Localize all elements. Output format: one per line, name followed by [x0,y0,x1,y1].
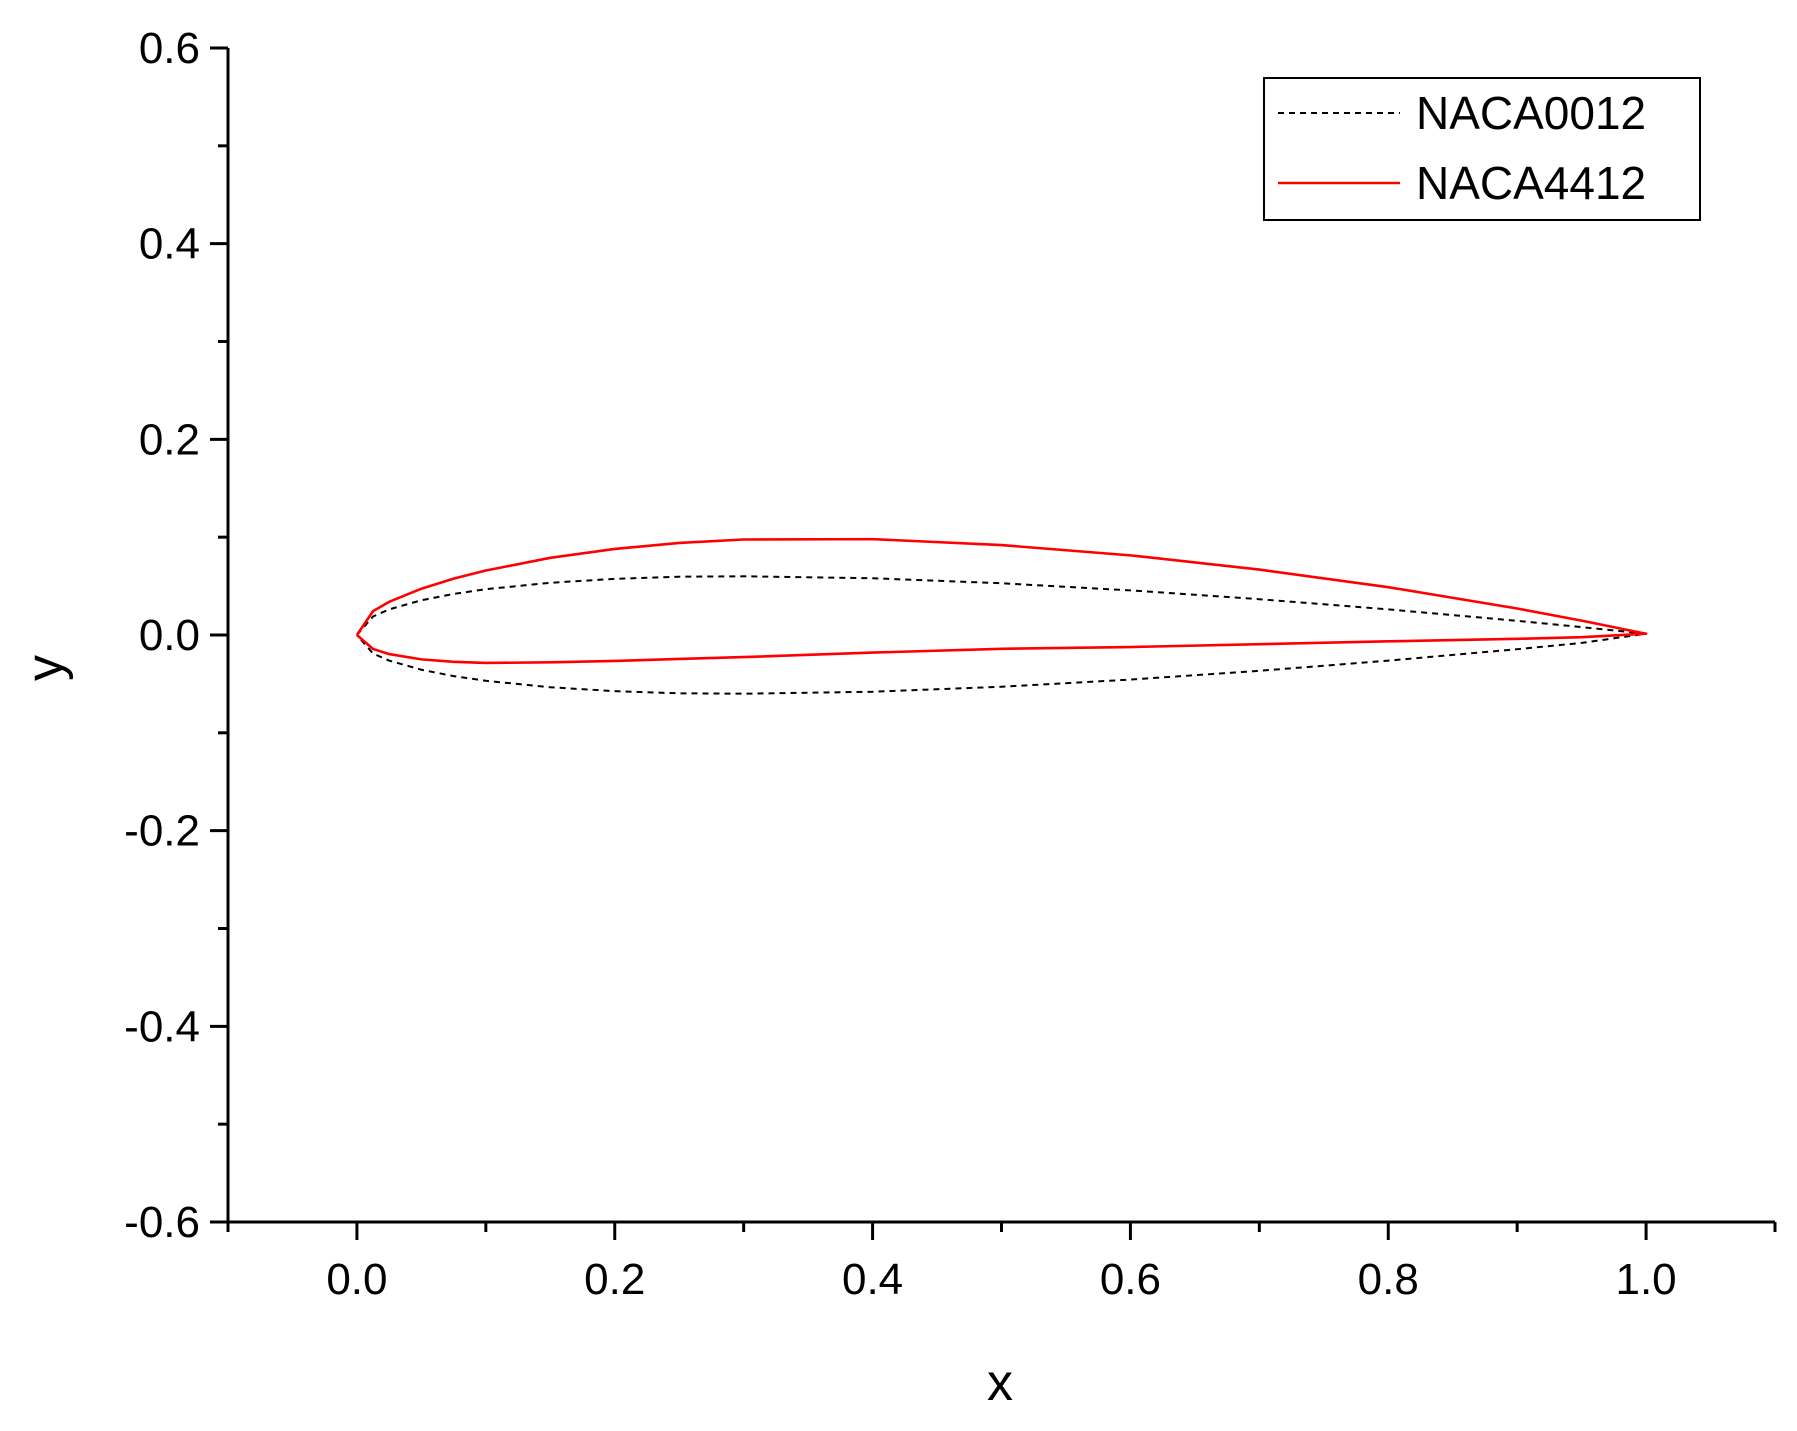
legend-box [1263,77,1701,221]
x-tick-label: 1.0 [1615,1255,1676,1304]
y-tick-label: 0.4 [139,220,200,269]
y-tick-label: -0.6 [124,1198,200,1247]
x-axis-title: x [987,1354,1013,1412]
legend-label-naca4412: NACA4412 [1416,157,1646,209]
plot-lines [355,537,1648,695]
series-line-naca0012 [356,575,1648,695]
x-tick-label: 0.4 [842,1255,903,1304]
x-tick-label: 0.2 [584,1255,645,1304]
y-tick-label: -0.2 [124,807,200,856]
x-tick-label: 0.8 [1358,1255,1419,1304]
y-tick-label: 0.0 [139,611,200,660]
y-tick-label: -0.4 [124,1002,200,1051]
y-tick-label: 0.2 [139,415,200,464]
y-tick-label: 0.6 [139,24,200,73]
x-tick-label: 0.0 [326,1255,387,1304]
axes: 0.6 0.4 0.2 0.0 -0.2 -0.4 -0.6 0.0 0.2 0.4 0.6 0.8 1… [124,24,1777,1304]
x-tick-label: 0.6 [1100,1255,1161,1304]
series-line-naca4412 [355,537,1648,665]
y-axis-title: y [16,655,74,681]
legend-label-naca0012: NACA0012 [1416,87,1646,139]
legend: NACA0012 NACA4412 [1263,77,1701,221]
